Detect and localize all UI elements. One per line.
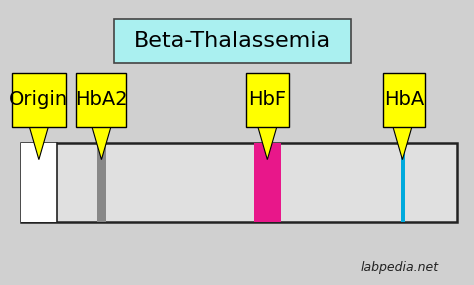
- FancyBboxPatch shape: [76, 73, 126, 127]
- FancyBboxPatch shape: [401, 142, 405, 222]
- FancyBboxPatch shape: [114, 19, 351, 63]
- Text: Beta-Thalassemia: Beta-Thalassemia: [134, 30, 331, 51]
- Text: HbA2: HbA2: [74, 90, 128, 109]
- Polygon shape: [29, 127, 48, 160]
- Text: labpedia.net: labpedia.net: [360, 260, 438, 274]
- Polygon shape: [258, 127, 277, 160]
- Text: HbA: HbA: [384, 90, 424, 109]
- FancyBboxPatch shape: [246, 73, 289, 127]
- Text: HbF: HbF: [248, 90, 286, 109]
- Polygon shape: [92, 127, 111, 160]
- FancyBboxPatch shape: [11, 73, 66, 127]
- Text: Origin: Origin: [9, 90, 68, 109]
- FancyBboxPatch shape: [21, 142, 457, 222]
- FancyBboxPatch shape: [383, 73, 425, 127]
- FancyBboxPatch shape: [21, 142, 57, 222]
- Polygon shape: [393, 127, 412, 160]
- FancyBboxPatch shape: [254, 142, 281, 222]
- FancyBboxPatch shape: [97, 142, 106, 222]
